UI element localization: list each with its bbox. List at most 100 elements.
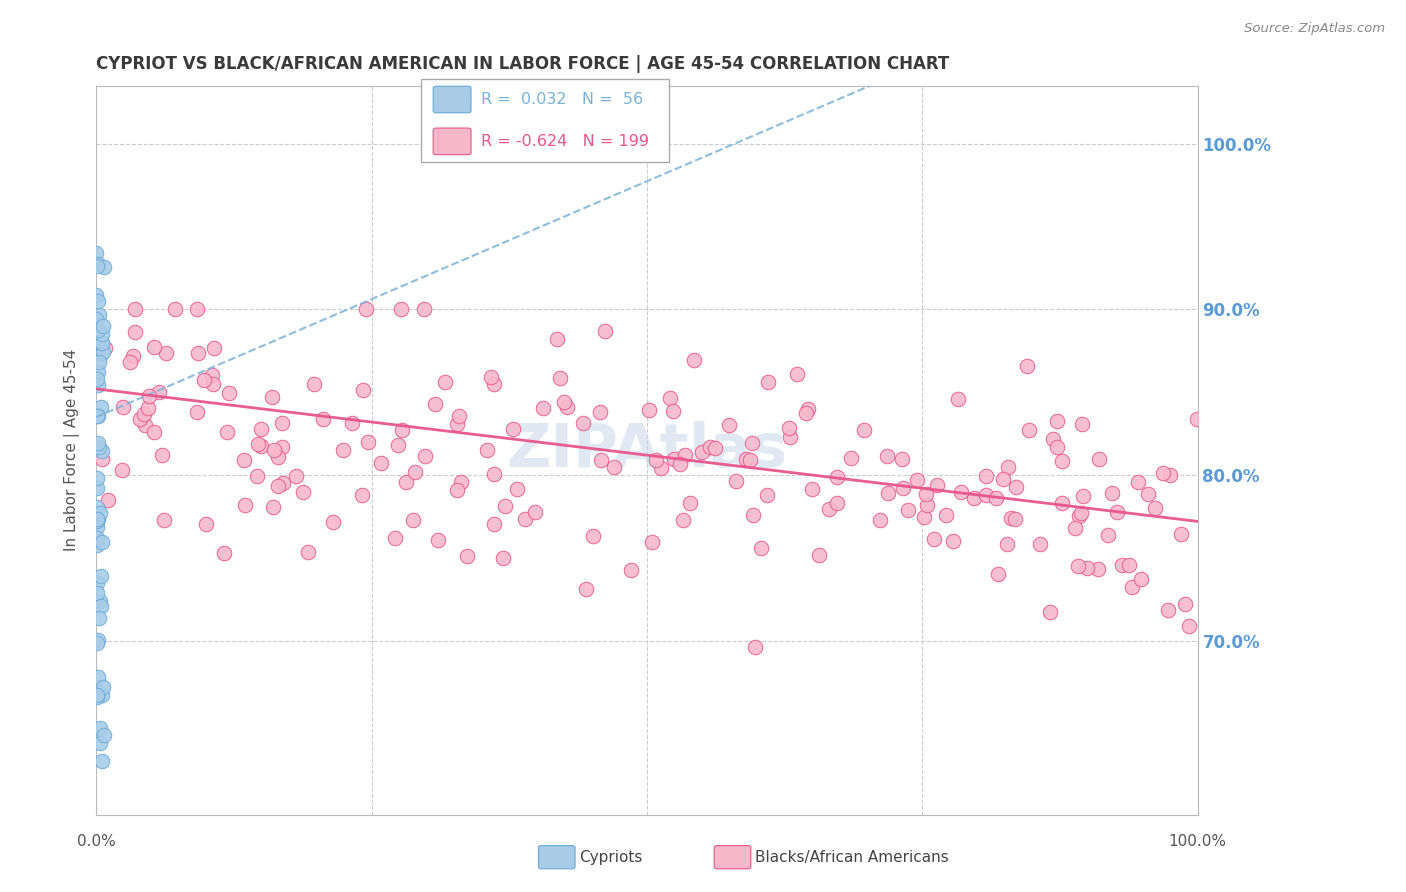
Point bbox=[249, 422, 271, 436]
Point bbox=[332, 443, 354, 458]
Point bbox=[808, 548, 831, 562]
Point bbox=[1067, 559, 1090, 574]
Point bbox=[143, 340, 166, 354]
Point bbox=[427, 533, 450, 547]
Point bbox=[446, 417, 468, 431]
Point bbox=[876, 450, 898, 464]
Point bbox=[395, 475, 418, 489]
Point bbox=[1039, 605, 1062, 619]
Point bbox=[974, 469, 997, 483]
Point bbox=[413, 302, 436, 317]
Point bbox=[132, 407, 155, 421]
Point bbox=[1137, 487, 1160, 501]
Point bbox=[87, 633, 110, 648]
Point bbox=[1000, 511, 1022, 525]
Point bbox=[434, 375, 457, 389]
Point bbox=[638, 403, 661, 417]
Point bbox=[575, 582, 598, 596]
Point bbox=[186, 302, 208, 317]
Point bbox=[659, 391, 682, 405]
Point bbox=[271, 476, 294, 491]
Point bbox=[384, 531, 406, 545]
Point bbox=[741, 508, 763, 523]
Point bbox=[1076, 561, 1098, 575]
Point bbox=[266, 479, 288, 493]
Point bbox=[479, 370, 502, 384]
Point bbox=[202, 341, 225, 355]
Point bbox=[94, 341, 117, 355]
Text: R = -0.624   N = 199: R = -0.624 N = 199 bbox=[481, 134, 648, 149]
Point bbox=[370, 456, 392, 470]
Point bbox=[571, 416, 593, 430]
Point bbox=[1004, 512, 1026, 526]
Point bbox=[524, 505, 547, 519]
Point bbox=[1128, 475, 1150, 490]
Point bbox=[1071, 417, 1094, 431]
Point bbox=[553, 394, 575, 409]
Point bbox=[482, 467, 505, 481]
Point bbox=[138, 389, 160, 403]
Point bbox=[155, 346, 177, 360]
Point bbox=[87, 670, 110, 684]
Point bbox=[484, 377, 506, 392]
Point bbox=[124, 325, 146, 339]
Point bbox=[86, 520, 108, 534]
Point bbox=[84, 508, 107, 522]
Point bbox=[718, 417, 741, 432]
Point bbox=[93, 729, 115, 743]
Point bbox=[450, 475, 472, 489]
Point bbox=[247, 437, 270, 451]
Text: ZIPAtlas: ZIPAtlas bbox=[506, 421, 787, 480]
Point bbox=[484, 516, 506, 531]
Point bbox=[582, 529, 605, 543]
Point bbox=[595, 324, 617, 338]
Point bbox=[662, 404, 685, 418]
Point bbox=[91, 680, 114, 694]
Point bbox=[825, 470, 848, 484]
Point bbox=[262, 390, 284, 404]
Point bbox=[946, 392, 969, 406]
Point bbox=[669, 458, 692, 472]
Point bbox=[297, 545, 319, 559]
Point bbox=[250, 439, 273, 453]
Point bbox=[756, 488, 779, 502]
Point bbox=[749, 541, 772, 556]
Point bbox=[817, 501, 839, 516]
Point bbox=[90, 599, 112, 613]
Point bbox=[87, 377, 110, 392]
Point bbox=[233, 453, 256, 467]
Point bbox=[91, 689, 114, 703]
Point bbox=[111, 400, 134, 414]
Text: Blacks/African Americans: Blacks/African Americans bbox=[755, 850, 949, 864]
Point bbox=[84, 311, 107, 326]
Point bbox=[589, 405, 612, 419]
Point bbox=[1121, 580, 1143, 594]
Point bbox=[1070, 506, 1092, 520]
Point bbox=[194, 517, 217, 532]
Point bbox=[86, 512, 108, 526]
Point bbox=[891, 481, 914, 495]
Point bbox=[90, 443, 112, 458]
Point bbox=[1050, 454, 1073, 468]
Point bbox=[87, 611, 110, 625]
Point bbox=[641, 535, 664, 549]
Point bbox=[650, 460, 672, 475]
Point bbox=[602, 459, 624, 474]
Point bbox=[1178, 619, 1201, 633]
Point bbox=[724, 474, 747, 488]
Point bbox=[1045, 440, 1067, 454]
Point bbox=[292, 484, 315, 499]
Point bbox=[912, 509, 935, 524]
Point bbox=[270, 416, 292, 430]
Point bbox=[187, 345, 209, 359]
Point bbox=[1097, 528, 1119, 542]
Point bbox=[302, 377, 325, 392]
Point bbox=[942, 533, 965, 548]
Point bbox=[86, 257, 108, 271]
Point bbox=[89, 721, 111, 735]
Point bbox=[387, 438, 409, 452]
Point bbox=[741, 435, 763, 450]
Point bbox=[502, 422, 524, 436]
Point bbox=[475, 443, 498, 458]
Point bbox=[1087, 562, 1109, 576]
